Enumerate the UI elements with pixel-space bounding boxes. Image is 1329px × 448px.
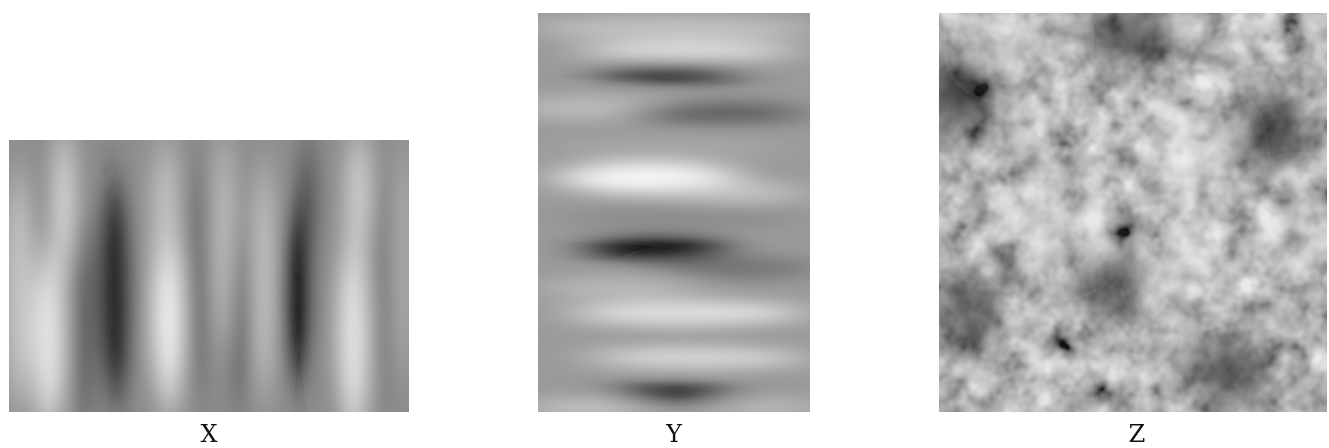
texture-z-image (939, 13, 1327, 412)
panel-x-label: X (200, 420, 218, 448)
panel-z-label: Z (1128, 420, 1146, 448)
texture-panel-z (939, 13, 1327, 412)
texture-y-image (538, 13, 810, 412)
texture-panel-y (538, 13, 810, 412)
panel-y-label: Y (666, 420, 682, 448)
texture-panel-x (9, 140, 409, 412)
texture-x-image (9, 140, 409, 412)
